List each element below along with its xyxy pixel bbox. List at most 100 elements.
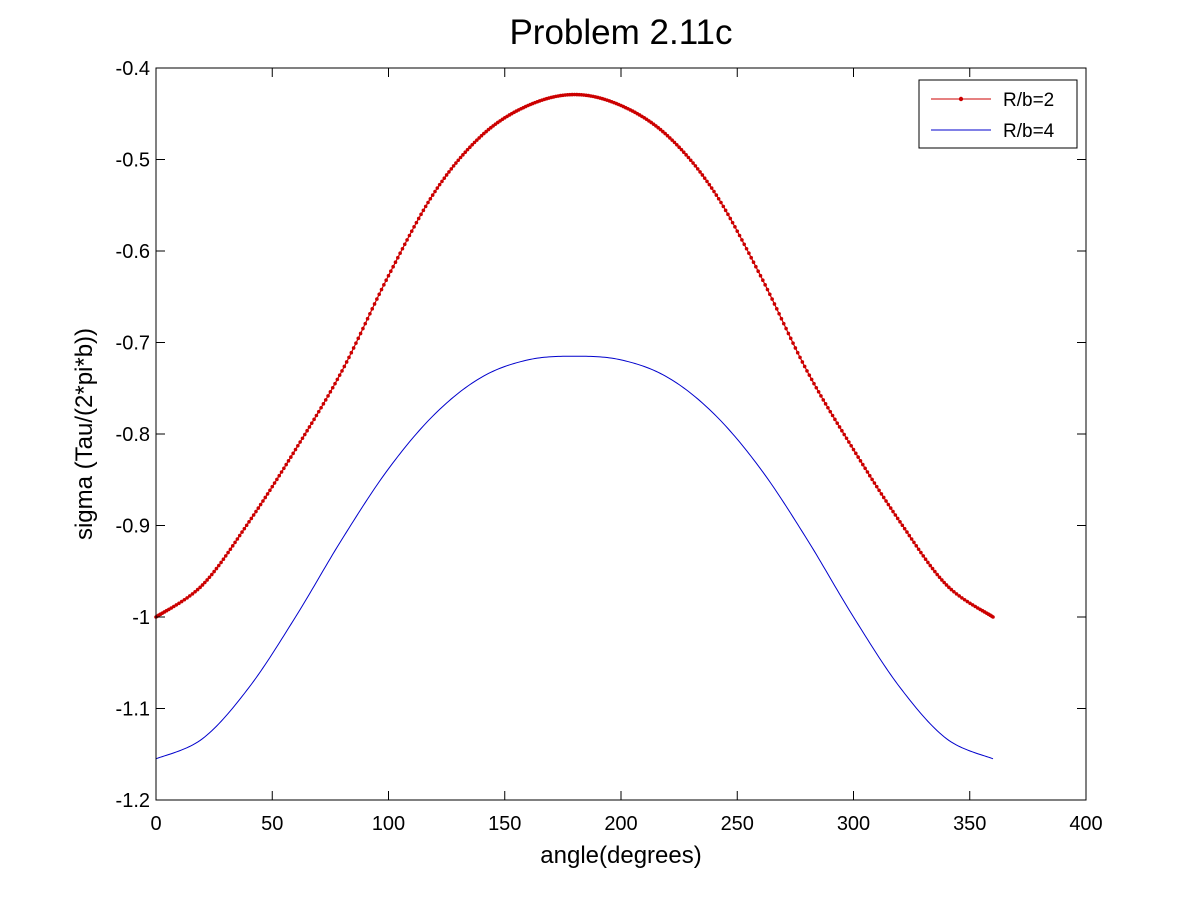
series-point <box>830 413 835 418</box>
series-point <box>677 145 681 149</box>
series-point <box>856 455 860 459</box>
series-point <box>798 355 802 360</box>
series-point <box>193 589 197 594</box>
series-point <box>249 516 254 521</box>
series-point <box>730 220 735 225</box>
series-point <box>909 537 914 541</box>
series-point <box>781 321 786 326</box>
series-point <box>688 158 693 163</box>
series-point <box>400 246 405 251</box>
series-point <box>419 212 423 217</box>
chart-title: Problem 2.11c <box>509 13 732 52</box>
series-point <box>935 572 939 577</box>
series-point <box>735 229 740 233</box>
series-point <box>214 566 219 571</box>
series-point <box>740 238 744 242</box>
series-point <box>228 547 233 552</box>
series-point <box>321 402 326 406</box>
series-point <box>298 440 302 444</box>
series-point <box>693 164 698 168</box>
series-point <box>258 502 263 507</box>
series-point <box>681 150 686 155</box>
series-point <box>244 523 249 528</box>
series-point <box>398 251 402 256</box>
series-point <box>351 346 356 350</box>
series-point <box>691 161 695 165</box>
series-point <box>323 398 328 402</box>
series-point <box>937 575 942 580</box>
series-point <box>451 164 456 168</box>
series-point <box>807 373 812 377</box>
series-point <box>707 182 712 187</box>
series-point <box>272 481 277 485</box>
series-point <box>970 603 975 607</box>
y-tick-label: -1 <box>132 607 150 629</box>
x-tick-label: 100 <box>372 813 405 835</box>
series-point <box>358 331 363 336</box>
series-point <box>763 283 767 287</box>
series-point <box>847 440 851 444</box>
series-point <box>195 587 200 592</box>
series-point <box>886 502 891 507</box>
series-point <box>919 550 923 555</box>
series-point <box>251 513 256 517</box>
series-point <box>761 278 765 283</box>
x-tick-label: 150 <box>488 813 521 835</box>
series-point <box>805 369 809 373</box>
series-point <box>265 492 270 496</box>
series-point <box>812 381 816 386</box>
series-point <box>268 488 272 493</box>
series-point <box>328 390 333 394</box>
y-tick-label: -0.8 <box>116 424 150 446</box>
series-point <box>930 566 935 571</box>
legend-label: R/b=2 <box>1003 90 1054 111</box>
series-point <box>837 425 842 429</box>
series-point <box>751 260 756 265</box>
series-point <box>768 292 772 297</box>
series-point <box>458 155 463 160</box>
series-point <box>426 200 430 205</box>
series-point <box>907 533 912 538</box>
series-point <box>744 246 749 251</box>
series-point <box>884 499 888 503</box>
series-point <box>270 484 275 489</box>
series-point <box>256 506 261 510</box>
series-point <box>444 173 449 177</box>
series-point <box>282 466 286 471</box>
series-point <box>296 443 300 448</box>
series-point <box>447 170 451 174</box>
series-point <box>430 193 435 197</box>
legend-entries: R/b=2 R/b=4 <box>931 90 1055 142</box>
series-point <box>216 563 221 568</box>
series-point <box>335 377 340 382</box>
series-point <box>719 200 723 205</box>
series-point <box>289 455 293 459</box>
x-tick-label: 250 <box>721 813 754 835</box>
series-point <box>949 587 954 592</box>
series-point <box>991 615 995 619</box>
series-point <box>316 409 321 414</box>
series-point <box>902 526 907 531</box>
series-point <box>672 140 677 145</box>
series-point <box>728 216 733 221</box>
series-point <box>942 580 946 585</box>
series-point <box>479 133 484 138</box>
series-point <box>205 578 209 582</box>
series-point <box>826 405 830 410</box>
series-point <box>679 147 684 152</box>
series-point <box>858 459 863 463</box>
x-tick-label: 350 <box>953 813 986 835</box>
series-point <box>819 394 823 398</box>
series-point <box>314 413 319 418</box>
series-point <box>863 466 867 471</box>
series-point <box>905 530 909 534</box>
series-point <box>437 182 442 187</box>
series-point <box>749 255 753 260</box>
series-point <box>954 592 959 596</box>
series-point <box>333 381 337 386</box>
series-point <box>900 523 905 528</box>
series-point <box>754 264 758 269</box>
x-tick-label: 0 <box>150 813 161 835</box>
x-tick-label: 300 <box>837 813 870 835</box>
